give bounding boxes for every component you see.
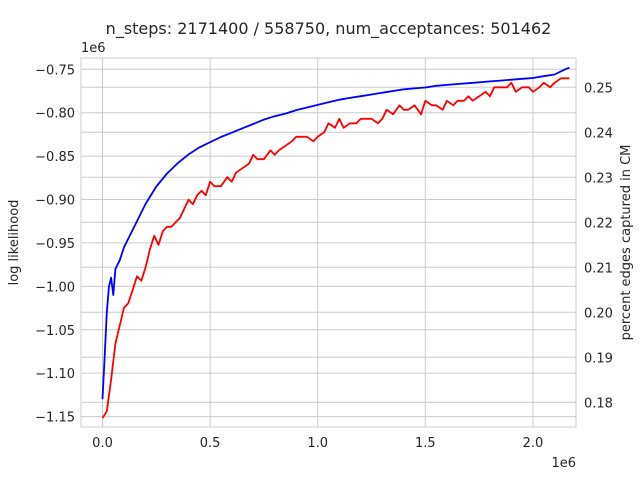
y2-tick-label: 0.20 — [584, 306, 613, 321]
y2-tick-label: 0.19 — [584, 351, 613, 366]
y-tick-label: −0.85 — [35, 150, 75, 165]
y-axis-offset-label: 1e6 — [81, 41, 106, 56]
y2-tick-label: 0.24 — [584, 126, 613, 141]
x-tick-label: 2.0 — [523, 436, 544, 451]
y2-axis-ticks: 0.18 0.19 0.20 0.21 0.22 0.23 0.24 0.25 — [584, 81, 613, 411]
y2-tick-label: 0.23 — [584, 171, 613, 186]
x-tick-label: 0.0 — [92, 436, 113, 451]
chart-title: n_steps: 2171400 / 558750, num_acceptanc… — [106, 19, 552, 39]
y-tick-label: −1.15 — [35, 411, 75, 426]
x-tick-label: 0.5 — [200, 436, 221, 451]
y-tick-label: −0.80 — [35, 107, 75, 122]
y-tick-label: −0.75 — [35, 63, 75, 78]
x-axis-offset-label: 1e6 — [551, 456, 576, 471]
plot-frame — [80, 57, 577, 428]
y-axis-ticks: −1.15 −1.10 −1.05 −1.00 −0.95 −0.90 −0.85 −0.80… — [35, 63, 75, 425]
y2-tick-label: 0.25 — [584, 81, 613, 96]
y-tick-label: −1.00 — [35, 280, 75, 295]
y-tick-label: −0.90 — [35, 194, 75, 209]
grid — [81, 58, 576, 427]
log-likelihood-line — [101, 66, 570, 400]
x-tick-label: 1.5 — [415, 436, 436, 451]
y-axis-label: log likelihood — [7, 200, 22, 286]
x-axis-ticks: 0.0 0.5 1.0 1.5 2.0 — [92, 436, 543, 451]
y2-axis-label: percent edges captured in CM — [619, 145, 634, 341]
percent-edges-line — [101, 77, 570, 419]
y2-tick-label: 0.18 — [584, 396, 613, 411]
y2-tick-label: 0.22 — [584, 216, 613, 231]
y2-tick-label: 0.21 — [584, 261, 613, 276]
series-layer — [101, 66, 570, 419]
y-tick-label: −1.10 — [35, 367, 75, 382]
y-tick-label: −0.95 — [35, 237, 75, 252]
x-tick-label: 1.0 — [307, 436, 328, 451]
y-tick-label: −1.05 — [35, 324, 75, 339]
